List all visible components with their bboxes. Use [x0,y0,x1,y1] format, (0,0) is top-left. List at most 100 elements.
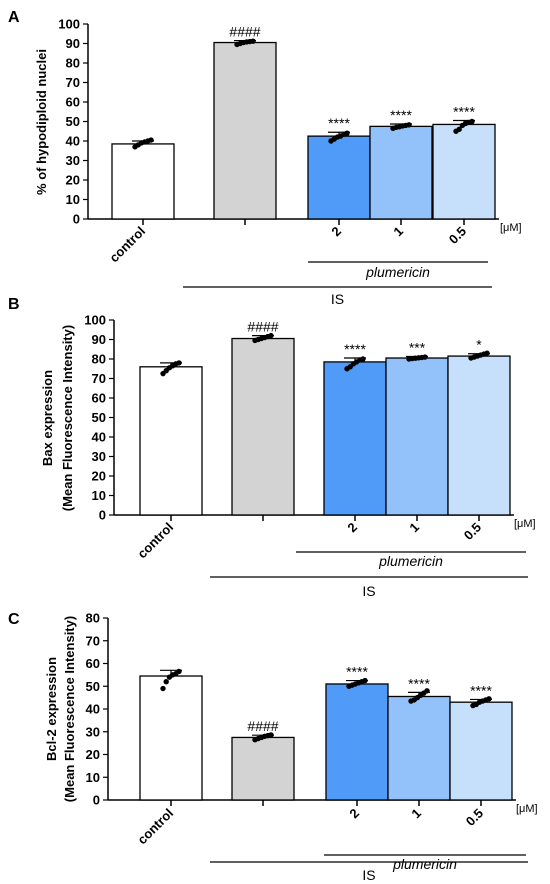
panel-c-y-label-line-2: (Mean Fluorescence Intensity) [62,616,77,802]
panel-c-point [163,679,169,685]
panel-b-y-tick-label: 0 [99,508,106,523]
panel-a-annotation-3: **** [328,115,350,131]
panel-a-letter: A [8,9,20,26]
panel-a-y-tick-label: 60 [66,95,80,110]
panel-c-bar-3 [325,683,389,801]
panel-b-outer-label: IS [362,583,375,599]
panel-c-y-tick-label: 20 [86,747,100,762]
panel-c-bar-2 [231,736,295,801]
panel-c-y-tick-label: 60 [86,656,100,671]
panel-a-y-tick-label: 90 [66,36,80,51]
panel-b-bar-5 [447,355,511,516]
panel-a-x-tick-label-4: 1 [390,224,406,240]
panel-a-point [406,122,412,128]
panel-b-point [268,332,274,339]
panel-b-bar-2 [231,337,295,516]
panel-c-y-label-line-1: Bcl-2 expression [44,657,59,761]
panel-a-group-label: plumericin [365,264,430,280]
panel-b-bar-4 [385,357,449,516]
panel-b-point [484,350,490,356]
panel-b-x-tick-label-4: 1 [406,520,422,536]
panel-c-y-tick-label: 70 [86,633,100,648]
panel-c-annotation-3: **** [346,664,368,680]
panel-c-point [160,685,166,692]
panel-a-annotation-5: **** [453,104,475,120]
panel-c-x-tick-label-5: 0.5 [463,806,486,829]
panel-c-x-tick-label-3: 2 [346,806,362,822]
panel-a-point [456,126,462,132]
panel-a-y-tick-label: 10 [66,192,80,207]
panel-a-y-tick-label: 80 [66,56,80,71]
panel-a-bar-2 [213,41,277,220]
panel-b-unit-label: [μM] [514,518,536,530]
panel-a-y-tick-label: 50 [66,114,80,129]
panel-a-bar-5 [432,123,496,220]
panel-a-point [148,137,154,143]
panel-b-letter: B [8,296,20,313]
panel-c-annotation-2: #### [247,718,278,734]
panel-c-letter: C [8,611,20,628]
panel-a-unit-label: [μM] [500,222,522,234]
panel-c-outer-label: IS [362,867,375,883]
panel-b-point [360,356,366,362]
panel-a-y-tick-label: 30 [66,153,80,168]
panel-b-y-tick-label: 10 [92,488,106,503]
panel-b-x-tick-label-1: control [134,520,176,562]
panel-a-y-tick-label: 0 [73,212,80,227]
panel-a-point [344,130,350,136]
panel-a-y-label: % of hypodiploid nuclei [34,49,49,195]
panel-c-point [176,668,182,675]
panel-c-y-tick-label: 40 [86,702,100,717]
panel-a-bar-4 [369,125,433,220]
panel-a-x-tick-label-3: 2 [328,224,344,240]
panel-c-bar-1 [139,675,203,801]
panel-c-group-label: plumericin [392,856,457,872]
panel-c-point [362,677,368,684]
panel-b-group-label: plumericin [378,553,443,569]
panel-b-x-tick-label-3: 2 [344,520,360,536]
panel-b-y-tick-label: 30 [92,449,106,464]
panel-b-y-tick-label: 70 [92,371,106,386]
panel-b-y-tick-label: 40 [92,430,106,445]
panel-b-y-tick-label: 100 [84,313,106,328]
panel-c-y-tick-label: 30 [86,724,100,739]
panel-c-x-tick-label-1: control [134,806,176,848]
panel-b-y-tick-label: 20 [92,469,106,484]
panel-a-annotation-4: **** [390,107,412,123]
panel-c-unit-label: [μM] [516,803,538,815]
panel-a-y-tick-label: 40 [66,134,80,149]
panel-c-point [268,732,274,738]
panel-b-point [176,360,182,366]
panel-a-bar-3 [307,135,371,220]
panel-a-annotation-2: #### [229,24,260,40]
panel-c-annotation-5: **** [470,682,492,698]
panel-a-bar-1 [111,143,175,220]
panel-b-annotation-2: #### [247,319,278,335]
panel-c-bar-5 [449,701,513,801]
panel-c-x-tick-label-4: 1 [408,806,424,822]
panel-b-annotation-4: *** [409,339,426,355]
panel-b-annotation-5: * [476,337,482,353]
panel-a-y-tick-label: 20 [66,173,80,188]
panel-a-point [250,38,256,44]
panel-b-x-tick-label-5: 0.5 [461,520,484,543]
panel-c-point [486,696,492,702]
panel-b-y-label-line-1: Bax expression [40,370,55,466]
panel-a-point [469,118,475,125]
panel-c-y-tick-label: 80 [86,611,100,626]
panel-b-bar-3 [323,361,387,516]
panel-b-y-label-line-2: (Mean Fluorescence Intensity) [60,325,75,511]
panel-a-x-tick-label-5: 0.5 [446,224,469,247]
panel-c-annotation-4: **** [408,675,430,691]
panel-b-y-tick-label: 50 [92,410,106,425]
panel-a-outer-label: IS [331,291,344,307]
panel-c-y-tick-label: 0 [93,793,100,808]
panel-a-x-tick-label-1: control [106,224,148,266]
panel-a-y-tick-label: 70 [66,75,80,90]
panel-b-y-tick-label: 80 [92,352,106,367]
panel-c-point [424,688,430,694]
panel-b-y-tick-label: 90 [92,332,106,347]
panel-c-y-tick-label: 10 [86,770,100,785]
panel-b-annotation-3: **** [344,341,366,357]
